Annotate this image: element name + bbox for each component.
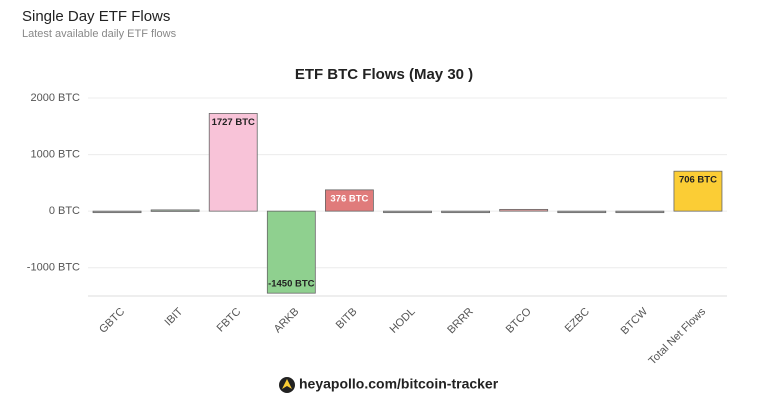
y-tick-label: -1000 BTC — [27, 262, 80, 274]
y-tick-label: 0 BTC — [49, 205, 80, 217]
footer-icon — [279, 377, 295, 393]
data-label: 1727 BTC — [212, 117, 255, 128]
bar — [208, 113, 258, 212]
y-tick-label: 1000 BTC — [30, 148, 80, 160]
y-tick-label: 2000 BTC — [30, 92, 80, 104]
page-subtitle: Latest available daily ETF flows — [22, 28, 177, 40]
page-title: Single Day ETF Flows — [22, 8, 170, 25]
data-label: 376 BTC — [330, 193, 368, 204]
bar — [557, 210, 607, 214]
data-label: 706 BTC — [679, 175, 717, 186]
bar — [266, 210, 316, 294]
bar — [673, 170, 723, 212]
bar — [150, 209, 200, 212]
bar — [325, 189, 374, 212]
bar — [499, 208, 549, 212]
chart-title: ETF BTC Flows (May 30 ) — [295, 66, 473, 83]
bar — [92, 210, 142, 214]
bar — [441, 210, 490, 214]
footer-link[interactable]: heyapollo.com/bitcoin-tracker — [299, 376, 499, 392]
data-label: -1450 BTC — [268, 279, 315, 290]
bar — [383, 210, 432, 214]
bar — [615, 210, 665, 214]
